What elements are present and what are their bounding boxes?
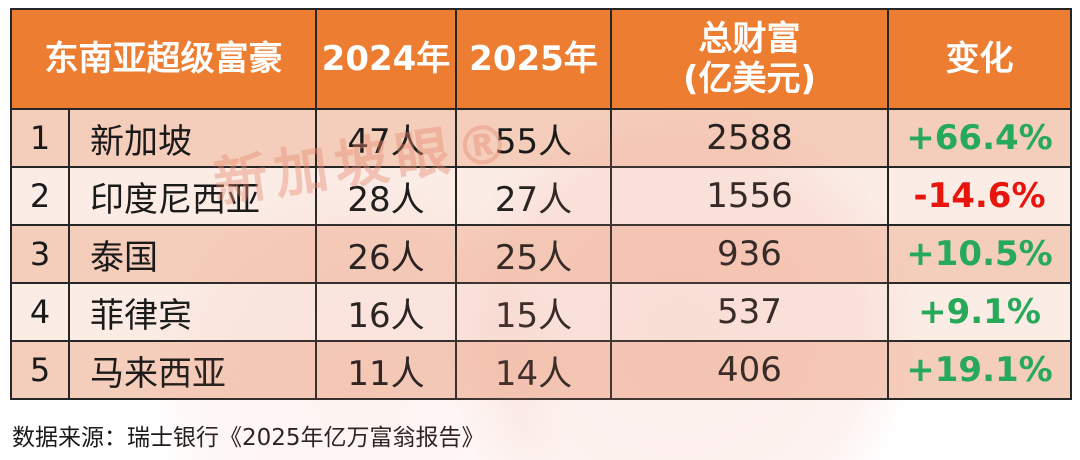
country-cell: 新加坡 — [68, 108, 317, 168]
count-2025-cell: 55人 — [455, 108, 612, 168]
header-cell-2024: 2024年 — [315, 8, 457, 110]
country-cell: 菲律宾 — [68, 282, 317, 342]
count-2024-cell: 16人 — [315, 282, 457, 342]
count-2024-cell: 26人 — [315, 224, 457, 284]
wealth-cell: 2588 — [610, 108, 889, 168]
change-cell: +10.5% — [887, 224, 1072, 284]
rank-cell: 4 — [10, 282, 70, 342]
header-wealth-unit: (亿美元) — [682, 59, 817, 99]
data-source-note: 数据来源：瑞士银行《2025年亿万富翁报告》 — [12, 425, 485, 451]
count-2024-cell: 28人 — [315, 166, 457, 226]
wealth-cell: 936 — [610, 224, 889, 284]
change-cell: -14.6% — [887, 166, 1072, 226]
country-cell: 马来西亚 — [68, 340, 317, 400]
change-cell: +66.4% — [887, 108, 1072, 168]
table-header: 东南亚超级富豪 2024年 2025年 总财富 (亿美元) 变化 — [10, 8, 1072, 110]
count-2025-cell: 27人 — [455, 166, 612, 226]
count-2025-cell: 14人 — [455, 340, 612, 400]
country-cell: 泰国 — [68, 224, 317, 284]
header-row: 东南亚超级富豪 2024年 2025年 总财富 (亿美元) 变化 — [10, 8, 1072, 110]
table-row: 4 菲律宾 16人 15人 537 +9.1% — [10, 282, 1072, 342]
country-cell: 印度尼西亚 — [68, 166, 317, 226]
header-cell-change: 变化 — [887, 8, 1072, 110]
wealth-cell: 1556 — [610, 166, 889, 226]
header-cell-2025: 2025年 — [455, 8, 612, 110]
header-wealth-label: 总财富 — [698, 18, 801, 59]
wealth-cell: 406 — [610, 340, 889, 400]
count-2024-cell: 47人 — [315, 108, 457, 168]
table-row: 1 新加坡 47人 55人 2588 +66.4% — [10, 108, 1072, 168]
table-row: 3 泰国 26人 25人 936 +10.5% — [10, 224, 1072, 284]
count-2025-cell: 25人 — [455, 224, 612, 284]
rank-cell: 5 — [10, 340, 70, 400]
change-cell: +19.1% — [887, 340, 1072, 400]
rank-cell: 1 — [10, 108, 70, 168]
billionaire-table: 东南亚超级富豪 2024年 2025年 总财富 (亿美元) 变化 1 新加坡 4… — [10, 8, 1072, 400]
header-cell-group: 东南亚超级富豪 — [10, 8, 317, 110]
wealth-cell: 537 — [610, 282, 889, 342]
table-row: 5 马来西亚 11人 14人 406 +19.1% — [10, 340, 1072, 400]
rank-cell: 3 — [10, 224, 70, 284]
table-row: 2 印度尼西亚 28人 27人 1556 -14.6% — [10, 166, 1072, 226]
header-cell-wealth: 总财富 (亿美元) — [610, 8, 889, 110]
table-body: 1 新加坡 47人 55人 2588 +66.4% 2 印度尼西亚 28人 27… — [10, 108, 1072, 400]
change-cell: +9.1% — [887, 282, 1072, 342]
rank-cell: 2 — [10, 166, 70, 226]
count-2024-cell: 11人 — [315, 340, 457, 400]
count-2025-cell: 15人 — [455, 282, 612, 342]
